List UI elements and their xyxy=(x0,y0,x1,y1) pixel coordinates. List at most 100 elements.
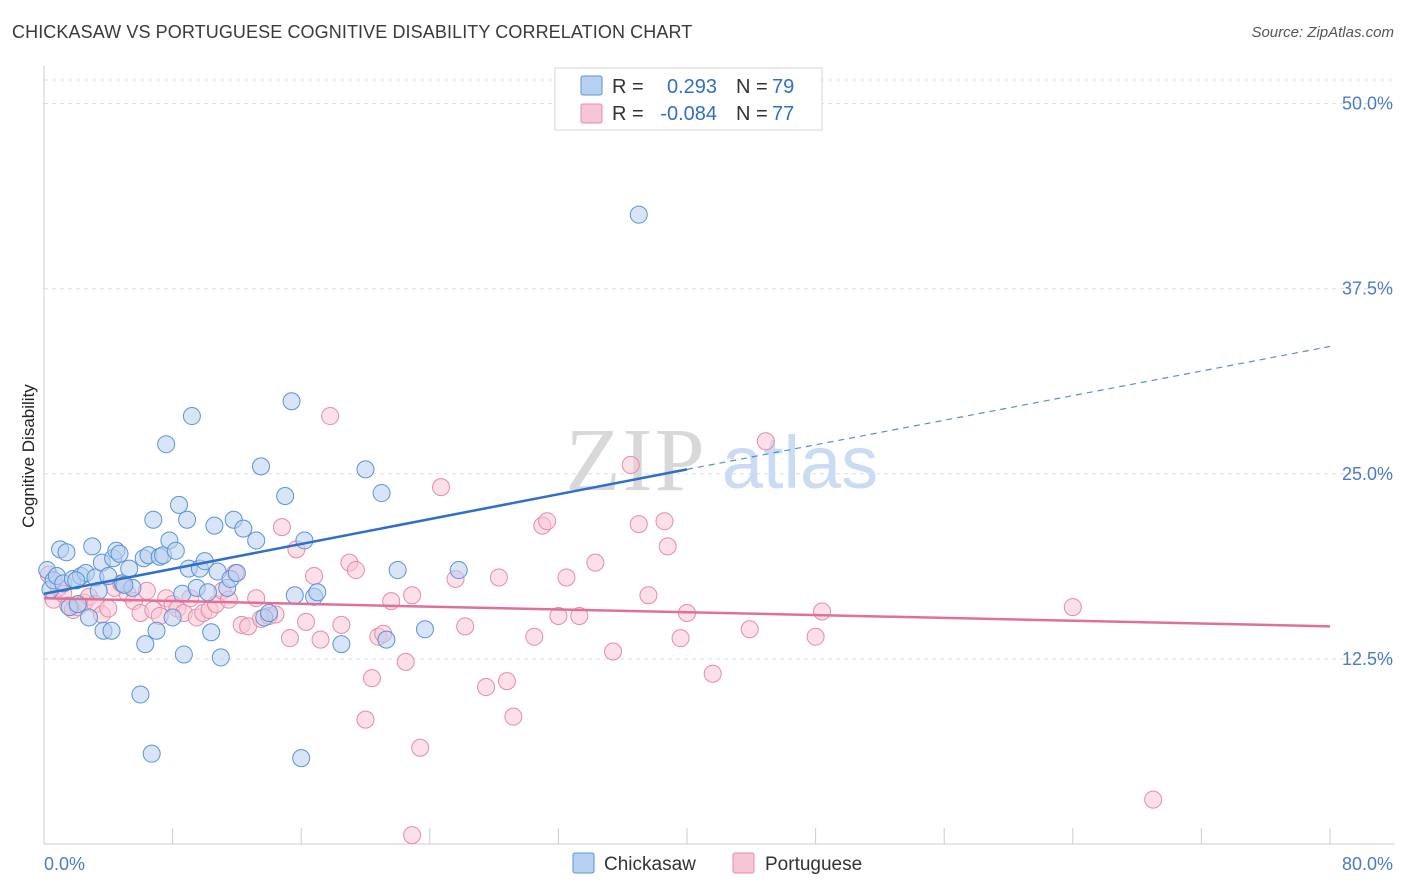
chickasaw-point xyxy=(202,623,221,642)
chickasaw-point xyxy=(449,561,468,580)
chart-title: CHICKASAW VS PORTUGUESE COGNITIVE DISABI… xyxy=(12,22,693,42)
chickasaw-point xyxy=(131,685,150,704)
chickasaw-point xyxy=(80,608,99,627)
portuguese-point xyxy=(504,707,523,726)
legend-n-value-2: 77 xyxy=(772,103,794,125)
chickasaw-point xyxy=(388,561,407,580)
chickasaw-point xyxy=(372,484,391,503)
chickasaw-trend-extension xyxy=(686,345,1331,470)
chickasaw-point xyxy=(308,583,327,602)
portuguese-points xyxy=(39,407,1163,845)
portuguese-point xyxy=(489,568,508,587)
chickasaw-point xyxy=(198,583,217,602)
chickasaw-point xyxy=(174,645,193,664)
chickasaw-point xyxy=(276,487,295,506)
portuguese-point xyxy=(570,606,589,625)
portuguese-point xyxy=(557,568,576,587)
portuguese-point xyxy=(297,612,316,631)
chickasaw-points xyxy=(38,205,648,768)
chickasaw-point xyxy=(147,621,166,640)
portuguese-point xyxy=(740,620,759,639)
portuguese-point xyxy=(497,672,516,691)
chickasaw-point xyxy=(110,544,129,563)
bottom-legend-portuguese: Portuguese xyxy=(765,854,862,875)
chickasaw-point xyxy=(356,460,375,479)
portuguese-point xyxy=(280,629,299,648)
portuguese-point xyxy=(671,629,690,648)
bottom-legend-chickasaw: Chickasaw xyxy=(604,854,696,875)
chickasaw-point xyxy=(205,516,224,535)
chickasaw-point xyxy=(144,510,163,529)
chickasaw-point xyxy=(377,630,396,649)
portuguese-point xyxy=(411,738,430,757)
chickasaw-point xyxy=(629,205,648,224)
chickasaw-point xyxy=(260,604,279,622)
chickasaw-point xyxy=(115,575,134,594)
chickasaw-point xyxy=(136,635,155,654)
portuguese-trend-line xyxy=(43,596,1331,628)
portuguese-point xyxy=(639,586,658,605)
chickasaw-point xyxy=(247,531,266,550)
watermark: ZIP atlas xyxy=(566,411,879,510)
portuguese-point xyxy=(604,642,623,661)
chickasaw-point xyxy=(234,519,253,538)
portuguese-point xyxy=(756,432,775,451)
y-axis-label: Cognitive Disability xyxy=(19,384,38,528)
portuguese-point xyxy=(321,407,340,426)
y-tick-label: 25.0% xyxy=(1342,464,1393,484)
chickasaw-point xyxy=(120,559,139,578)
portuguese-point xyxy=(813,602,832,621)
trend-lines xyxy=(43,345,1331,628)
legend-n-value-1: 79 xyxy=(772,76,794,98)
portuguese-point xyxy=(403,826,422,845)
legend-n-label-2: N = xyxy=(736,103,768,125)
source-label: Source: ZipAtlas.com xyxy=(1251,24,1394,41)
bottom-legend-swatch-portuguese xyxy=(732,852,755,874)
portuguese-point xyxy=(477,678,496,697)
chickasaw-trend-line xyxy=(43,468,688,595)
portuguese-point xyxy=(305,566,324,585)
chickasaw-point xyxy=(57,543,76,562)
legend-r-value-1: 0.293 xyxy=(667,76,717,98)
watermark-atlas: atlas xyxy=(722,421,878,504)
chickasaw-point xyxy=(415,620,434,639)
portuguese-point xyxy=(99,599,118,618)
x-tick-label: 80.0% xyxy=(1342,854,1393,874)
chickasaw-point xyxy=(252,457,271,476)
chickasaw-point xyxy=(157,435,176,454)
portuguese-point xyxy=(586,553,605,572)
legend-r-label-1: R = xyxy=(612,76,644,98)
chickasaw-point xyxy=(295,531,314,550)
y-tick-label: 50.0% xyxy=(1342,94,1393,114)
gridlines xyxy=(44,79,1395,660)
chickasaw-point xyxy=(211,648,230,667)
chickasaw-point xyxy=(102,621,121,640)
legend-n-label-1: N = xyxy=(736,76,768,98)
portuguese-point xyxy=(432,478,451,497)
portuguese-point xyxy=(806,627,825,646)
portuguese-point xyxy=(346,561,365,580)
chickasaw-point xyxy=(142,744,161,763)
chickasaw-point xyxy=(67,571,86,590)
portuguese-point xyxy=(137,581,156,600)
portuguese-point xyxy=(356,710,375,729)
chickasaw-point xyxy=(292,749,311,768)
axes xyxy=(43,66,1395,845)
portuguese-point xyxy=(456,617,475,636)
legend-r-label-2: R = xyxy=(612,103,644,125)
portuguese-point xyxy=(332,615,351,634)
portuguese-point xyxy=(362,669,381,688)
x-tick-label: 0.0% xyxy=(44,854,85,874)
portuguese-point xyxy=(1144,790,1163,809)
portuguese-point xyxy=(629,515,648,534)
stats-legend: R = 0.293 N = 79 R = -0.084 N = 77 xyxy=(554,67,823,131)
chickasaw-point xyxy=(83,537,102,556)
portuguese-point xyxy=(549,606,568,625)
portuguese-point xyxy=(1063,598,1082,617)
portuguese-point xyxy=(396,652,415,671)
portuguese-point xyxy=(311,630,330,649)
portuguese-point xyxy=(703,664,722,683)
legend-swatch-chickasaw xyxy=(580,75,603,96)
chickasaw-point xyxy=(178,510,197,529)
y-tick-label: 37.5% xyxy=(1342,279,1393,299)
